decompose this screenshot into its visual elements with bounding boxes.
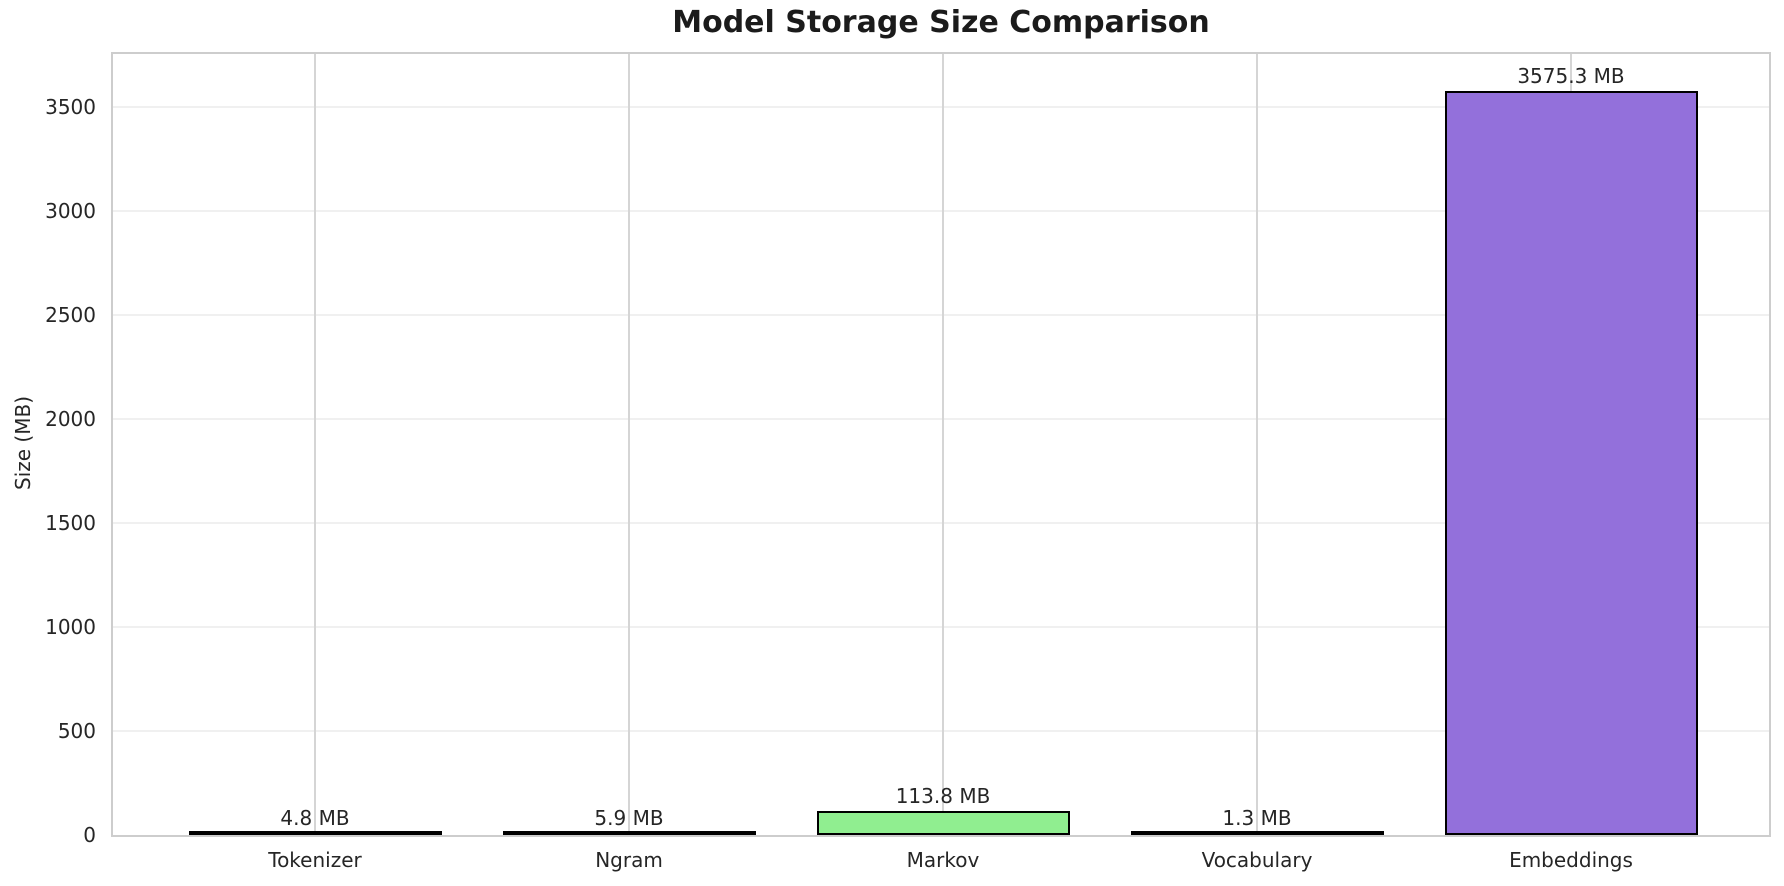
- plot-area: 4.8 MB 5.9 MB 113.8 MB 1.3 MB 3575.3 MB: [111, 52, 1771, 837]
- x-tick-label: Embeddings: [1509, 848, 1633, 872]
- h-gridline: [113, 625, 1769, 628]
- x-tick-label: Vocabulary: [1201, 848, 1313, 872]
- y-tick-label: 2000: [45, 406, 96, 431]
- y-tick-label: 3500: [45, 94, 96, 119]
- bar-value-label: 3575.3 MB: [1517, 64, 1625, 89]
- chart-title: Model Storage Size Comparison: [672, 5, 1210, 40]
- v-gridline: [942, 54, 944, 835]
- bar-ngram: [502, 831, 756, 835]
- h-gridline: [113, 105, 1769, 108]
- bar-value-label: 113.8 MB: [895, 784, 991, 809]
- h-gridline: [113, 521, 1769, 524]
- x-tick-label: Ngram: [595, 848, 663, 872]
- h-gridline: [113, 313, 1769, 316]
- h-gridline: [113, 417, 1769, 420]
- y-tick-label: 1000: [45, 614, 96, 639]
- y-tick-label: 1500: [45, 510, 96, 535]
- y-tick-label: 0: [83, 823, 96, 847]
- v-gridline: [628, 54, 630, 835]
- y-tick-label: 500: [57, 718, 96, 743]
- x-tick-label: Markov: [906, 848, 980, 872]
- v-gridline: [1256, 54, 1258, 835]
- bar-vocabulary: [1130, 831, 1384, 835]
- bar-embeddings: [1444, 91, 1698, 835]
- y-tick-label: 2500: [45, 302, 96, 327]
- y-tick-label: 3000: [45, 198, 96, 223]
- bar-markov: [816, 811, 1070, 835]
- h-gridline: [113, 729, 1769, 732]
- x-tick-label: Tokenizer: [268, 848, 362, 872]
- bar-tokenizer: [188, 831, 442, 835]
- bar-value-label: 1.3 MB: [1222, 805, 1292, 830]
- h-gridline: [113, 209, 1769, 212]
- bar-value-label: 5.9 MB: [594, 805, 664, 830]
- bar-value-label: 4.8 MB: [280, 805, 350, 830]
- v-gridline: [314, 54, 316, 835]
